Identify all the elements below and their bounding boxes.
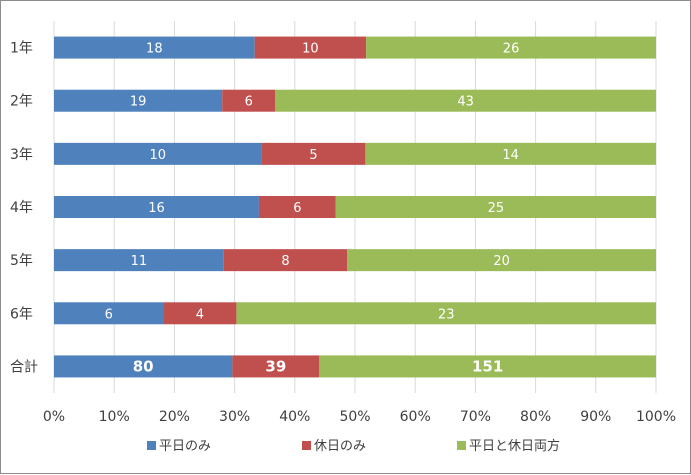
data-label: 20	[493, 254, 510, 269]
bar-segment	[54, 302, 164, 325]
x-tick-label: 40%	[279, 409, 310, 425]
data-label: 80	[133, 357, 154, 375]
category-label: 4年	[10, 200, 33, 216]
legend-swatch	[302, 441, 311, 450]
bar-segment	[236, 302, 656, 325]
bar-segment	[335, 196, 656, 218]
data-label: 18	[146, 42, 163, 57]
data-label: 10	[302, 42, 319, 57]
bar-segment	[54, 89, 223, 112]
category-label: 6年	[10, 306, 33, 322]
bar-segment	[223, 249, 348, 272]
data-label: 151	[472, 357, 503, 375]
x-tick-label: 70%	[460, 409, 491, 425]
x-tick-label: 10%	[99, 409, 130, 425]
data-label: 25	[488, 201, 505, 216]
bar-segment	[163, 302, 237, 325]
bar-segment	[275, 89, 656, 112]
category-label: 1年	[10, 41, 33, 57]
legend-label: 平日と休日両方	[469, 438, 560, 454]
bar-segment	[366, 36, 656, 59]
legend-swatch	[457, 441, 466, 450]
category-label: 3年	[10, 147, 33, 163]
data-label: 6	[245, 95, 253, 110]
bar-segment	[54, 196, 259, 218]
x-tick-label: 50%	[339, 409, 370, 425]
data-label: 23	[438, 307, 455, 322]
x-tick-labels: 0% 10% 20% 30% 40% 50% 60% 70% 80% 90% 100%	[43, 409, 676, 425]
x-tick-label: 60%	[400, 409, 431, 425]
bar-segment	[54, 355, 233, 378]
bar-segment	[319, 355, 656, 378]
legend: 平日のみ 休日のみ 平日と休日両方	[147, 438, 560, 454]
data-label: 8	[281, 254, 289, 269]
data-label: 14	[502, 148, 519, 163]
data-label: 4	[196, 307, 204, 322]
data-label: 16	[148, 201, 165, 216]
bar-segment	[54, 142, 262, 165]
category-label: 5年	[10, 253, 33, 269]
x-tick-label: 80%	[520, 409, 551, 425]
data-label: 26	[503, 42, 520, 57]
bar-segment	[54, 36, 255, 59]
x-tick-label: 90%	[580, 409, 611, 425]
x-tick-label: 100%	[636, 409, 676, 425]
legend-label: 休日のみ	[314, 439, 366, 454]
data-label: 10	[150, 148, 167, 163]
category-label: 合計	[10, 359, 38, 375]
data-label: 11	[131, 254, 148, 269]
bar-segment	[365, 142, 656, 165]
category-label: 2年	[10, 94, 33, 110]
bar-segment	[254, 36, 367, 59]
bar-segment	[261, 142, 366, 165]
data-label: 5	[309, 148, 317, 163]
data-label: 39	[265, 357, 286, 375]
bar-segment	[232, 355, 320, 378]
data-label: 6	[105, 307, 113, 322]
legend-label: 平日のみ	[159, 439, 211, 454]
bar-segment	[258, 196, 336, 218]
bars: 18 10 26 19 6 43 10 5 14 16 6 25 11 8 20 6 4 23 80 39 151	[54, 36, 656, 378]
x-tick-label: 0%	[43, 409, 65, 425]
bar-segment	[347, 249, 656, 272]
data-label: 6	[293, 201, 301, 216]
x-tick-label: 30%	[219, 409, 250, 425]
bar-segment	[54, 249, 224, 272]
legend-swatch	[147, 441, 156, 450]
data-label: 19	[130, 95, 147, 110]
x-tick-label: 20%	[159, 409, 190, 425]
data-label: 43	[457, 95, 474, 110]
bar-segment	[222, 89, 276, 112]
